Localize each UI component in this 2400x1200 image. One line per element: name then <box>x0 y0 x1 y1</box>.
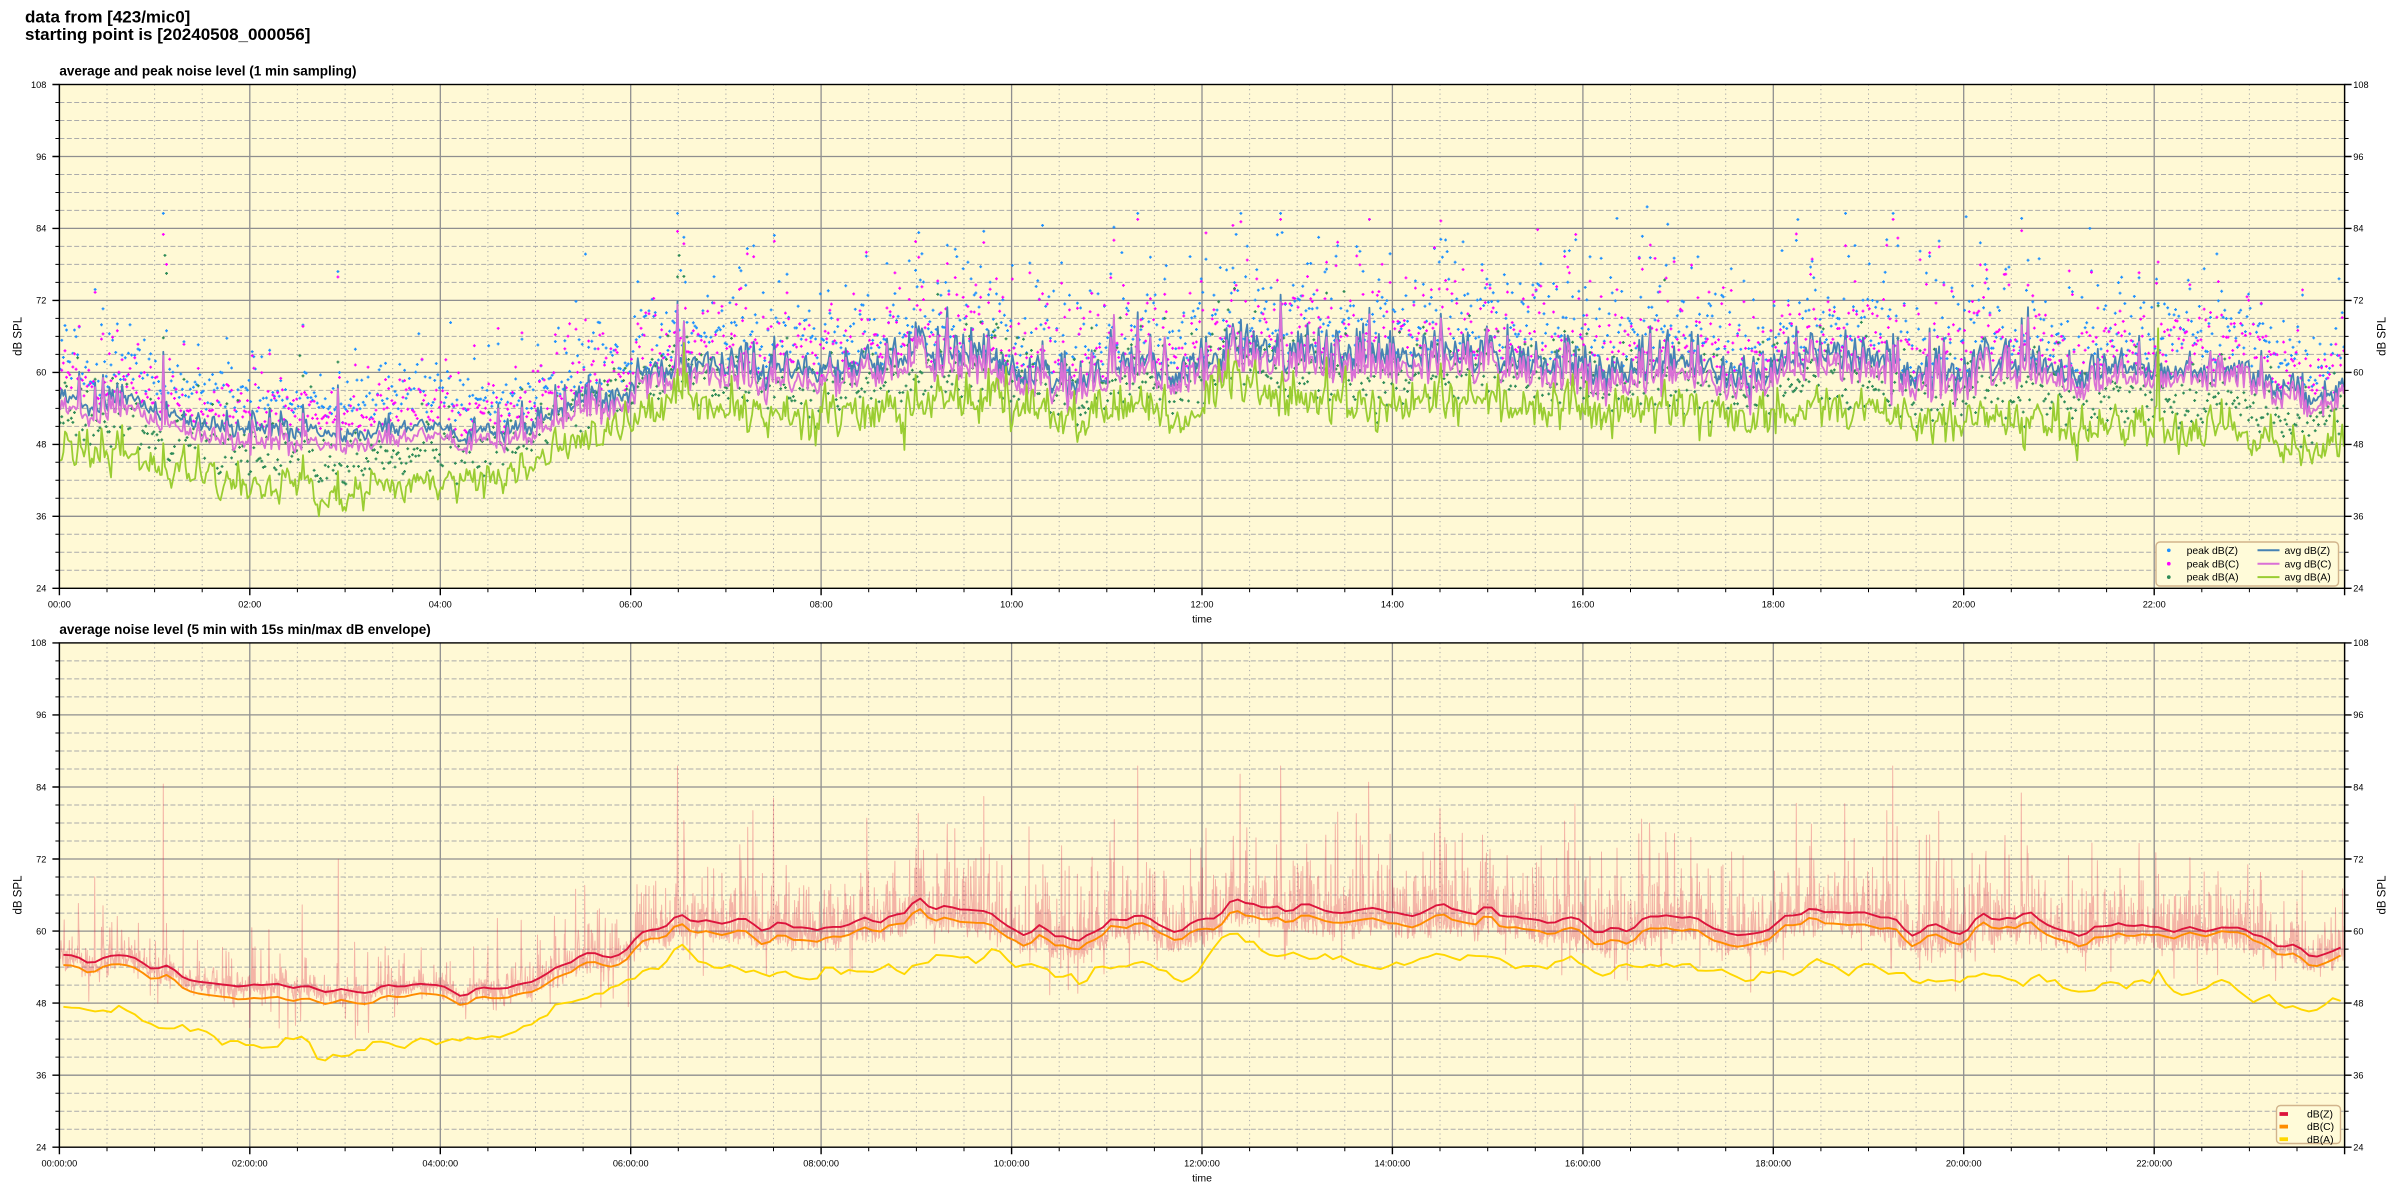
svg-text:18:00: 18:00 <box>1762 600 1785 610</box>
svg-text:dB SPL: dB SPL <box>2377 316 2389 356</box>
svg-text:peak dB(C): peak dB(C) <box>2187 559 2240 570</box>
svg-text:48: 48 <box>2353 998 2363 1008</box>
svg-text:10:00:00: 10:00:00 <box>994 1159 1030 1169</box>
svg-text:84: 84 <box>36 782 46 792</box>
svg-text:dB SPL: dB SPL <box>13 316 25 356</box>
svg-text:96: 96 <box>2353 710 2363 720</box>
svg-text:22:00:00: 22:00:00 <box>2136 1159 2172 1169</box>
svg-text:average and peak noise level (: average and peak noise level (1 min samp… <box>59 64 356 79</box>
svg-text:108: 108 <box>31 638 46 648</box>
svg-text:08:00:00: 08:00:00 <box>803 1159 839 1169</box>
svg-text:84: 84 <box>2353 782 2363 792</box>
svg-text:36: 36 <box>2353 512 2363 522</box>
svg-text:18:00:00: 18:00:00 <box>1755 1159 1791 1169</box>
svg-text:16:00:00: 16:00:00 <box>1565 1159 1601 1169</box>
svg-text:10:00: 10:00 <box>1000 600 1023 610</box>
svg-text:22:00: 22:00 <box>2143 600 2166 610</box>
svg-text:data from [423/mic0]: data from [423/mic0] <box>25 8 190 27</box>
svg-text:16:00: 16:00 <box>1571 600 1594 610</box>
svg-text:36: 36 <box>36 1071 46 1081</box>
svg-text:00:00: 00:00 <box>48 600 71 610</box>
svg-text:48: 48 <box>36 998 46 1008</box>
svg-text:14:00: 14:00 <box>1381 600 1404 610</box>
svg-text:60: 60 <box>36 368 46 378</box>
svg-text:dB SPL: dB SPL <box>13 875 25 915</box>
svg-text:02:00: 02:00 <box>238 600 261 610</box>
svg-text:14:00:00: 14:00:00 <box>1375 1159 1411 1169</box>
svg-text:96: 96 <box>36 152 46 162</box>
svg-text:48: 48 <box>36 440 46 450</box>
svg-text:20:00: 20:00 <box>1952 600 1975 610</box>
svg-text:48: 48 <box>2353 440 2363 450</box>
svg-text:avg dB(Z): avg dB(Z) <box>2285 546 2331 557</box>
svg-text:72: 72 <box>36 854 46 864</box>
svg-text:time: time <box>1192 614 1212 626</box>
svg-text:96: 96 <box>36 710 46 720</box>
svg-text:72: 72 <box>36 296 46 306</box>
svg-text:06:00:00: 06:00:00 <box>613 1159 649 1169</box>
svg-text:time: time <box>1192 1173 1212 1185</box>
svg-text:02:00:00: 02:00:00 <box>232 1159 268 1169</box>
svg-text:04:00: 04:00 <box>429 600 452 610</box>
svg-text:60: 60 <box>2353 368 2363 378</box>
svg-text:60: 60 <box>2353 926 2363 936</box>
svg-text:60: 60 <box>36 926 46 936</box>
svg-text:84: 84 <box>36 224 46 234</box>
svg-text:dB SPL: dB SPL <box>2377 875 2389 915</box>
svg-text:24: 24 <box>2353 1143 2363 1153</box>
svg-text:12:00:00: 12:00:00 <box>1184 1159 1220 1169</box>
svg-text:00:00:00: 00:00:00 <box>42 1159 78 1169</box>
svg-text:24: 24 <box>2353 584 2363 594</box>
svg-text:avg dB(C): avg dB(C) <box>2285 559 2332 570</box>
svg-text:72: 72 <box>2353 296 2363 306</box>
svg-text:36: 36 <box>36 512 46 522</box>
svg-text:06:00: 06:00 <box>619 600 642 610</box>
svg-text:peak dB(Z): peak dB(Z) <box>2187 546 2238 557</box>
svg-text:20:00:00: 20:00:00 <box>1946 1159 1982 1169</box>
svg-text:24: 24 <box>36 584 46 594</box>
svg-text:avg dB(A): avg dB(A) <box>2285 573 2331 584</box>
svg-text:108: 108 <box>31 80 46 90</box>
svg-text:starting point is [20240508_00: starting point is [20240508_000056] <box>25 25 310 44</box>
svg-text:72: 72 <box>2353 854 2363 864</box>
svg-text:08:00: 08:00 <box>810 600 833 610</box>
svg-text:dB(Z): dB(Z) <box>2307 1110 2333 1121</box>
svg-text:dB(A): dB(A) <box>2307 1135 2334 1146</box>
svg-text:dB(C): dB(C) <box>2307 1122 2334 1133</box>
svg-text:24: 24 <box>36 1143 46 1153</box>
svg-text:36: 36 <box>2353 1071 2363 1081</box>
svg-text:04:00:00: 04:00:00 <box>422 1159 458 1169</box>
svg-text:peak dB(A): peak dB(A) <box>2187 573 2239 584</box>
svg-text:84: 84 <box>2353 224 2363 234</box>
svg-text:average noise level (5 min wit: average noise level (5 min with 15s min/… <box>59 622 430 637</box>
svg-text:108: 108 <box>2353 638 2368 648</box>
svg-text:96: 96 <box>2353 152 2363 162</box>
svg-text:12:00: 12:00 <box>1191 600 1214 610</box>
svg-text:108: 108 <box>2353 80 2368 90</box>
